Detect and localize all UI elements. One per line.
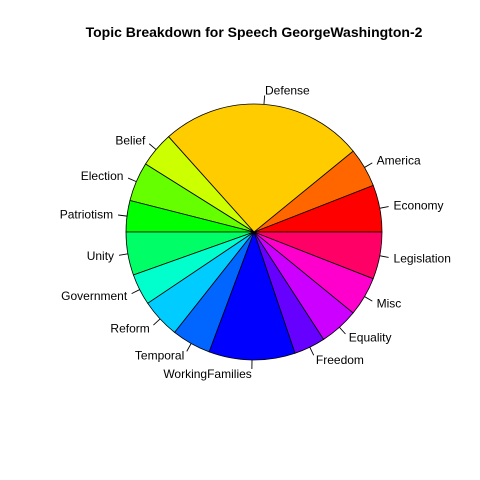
slice-label-freedom: Freedom [316,353,364,367]
pie-labels: Economy America Defense Belief Election Patri… [60,83,451,381]
leader-line-america [364,162,373,168]
slice-label-patriotism: Patriotism [60,207,113,221]
leader-line-unity [118,253,128,256]
leader-line-legislation [379,255,389,258]
leader-line-election [127,177,137,183]
pie-slices [125,103,383,361]
slice-label-america: America [377,153,421,167]
slice-label-defense: Defense [265,83,310,97]
slice-label-economy: Economy [394,199,444,213]
slice-label-temporal: Temporal [135,349,184,363]
slice-label-election: Election [81,169,124,183]
leader-line-equality [339,326,346,335]
leader-line-defense [263,95,266,105]
leader-line-misc [364,296,373,302]
slice-label-government: Government [61,289,128,303]
leader-line-government [131,289,140,295]
slice-label-legislation: Legislation [394,251,451,265]
leader-line-economy [379,206,389,209]
slice-label-unity: Unity [87,249,114,263]
leader-line-reform [153,318,161,326]
slice-label-workingfamilies: WorkingFamilies [163,367,251,381]
chart-title: Topic Breakdown for Speech GeorgeWashing… [86,24,423,40]
slice-label-reform: Reform [110,321,149,335]
slice-label-misc: Misc [377,297,402,311]
leader-line-freedom [309,347,315,356]
leader-line-belief [148,143,157,150]
leader-line-patriotism [118,214,128,217]
slice-label-equality: Equality [349,331,392,345]
leader-line-temporal [186,343,192,352]
pie-slice-legislation [253,231,383,280]
slice-label-belief: Belief [115,134,146,148]
